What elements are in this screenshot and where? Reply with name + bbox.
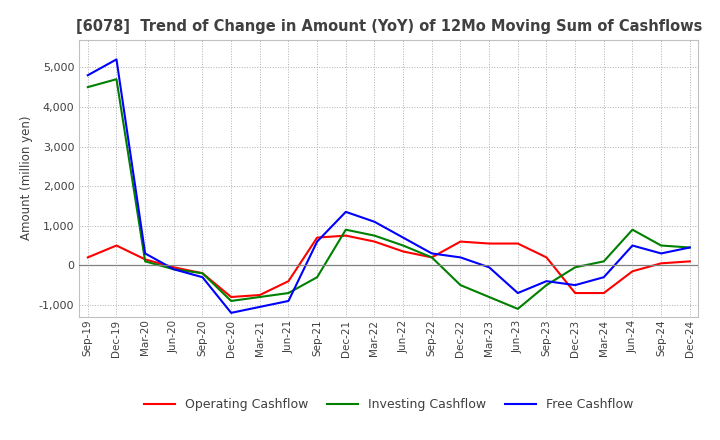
Free Cashflow [256, 304, 264, 310]
Operating Cashflow [312, 235, 321, 240]
Free Cashflow [513, 290, 522, 296]
Investing Cashflow [571, 264, 580, 270]
Free Cashflow [456, 255, 465, 260]
Free Cashflow [571, 282, 580, 288]
Free Cashflow [198, 275, 207, 280]
Investing Cashflow [600, 259, 608, 264]
Line: Investing Cashflow: Investing Cashflow [88, 79, 690, 309]
Free Cashflow [399, 235, 408, 240]
Investing Cashflow [198, 271, 207, 276]
Operating Cashflow [284, 279, 293, 284]
Investing Cashflow [685, 245, 694, 250]
Legend: Operating Cashflow, Investing Cashflow, Free Cashflow: Operating Cashflow, Investing Cashflow, … [139, 393, 639, 416]
Investing Cashflow [513, 306, 522, 312]
Free Cashflow [112, 57, 121, 62]
Operating Cashflow [198, 271, 207, 276]
Free Cashflow [657, 251, 665, 256]
Operating Cashflow [370, 239, 379, 244]
Investing Cashflow [312, 275, 321, 280]
Free Cashflow [370, 219, 379, 224]
Free Cashflow [84, 73, 92, 78]
Free Cashflow [341, 209, 350, 214]
Free Cashflow [485, 264, 493, 270]
Investing Cashflow [542, 282, 551, 288]
Investing Cashflow [84, 84, 92, 90]
Operating Cashflow [84, 255, 92, 260]
Free Cashflow [428, 251, 436, 256]
Investing Cashflow [341, 227, 350, 232]
Operating Cashflow [571, 290, 580, 296]
Investing Cashflow [284, 290, 293, 296]
Investing Cashflow [256, 294, 264, 300]
Free Cashflow [628, 243, 636, 248]
Operating Cashflow [169, 264, 178, 270]
Investing Cashflow [428, 255, 436, 260]
Title: [6078]  Trend of Change in Amount (YoY) of 12Mo Moving Sum of Cashflows: [6078] Trend of Change in Amount (YoY) o… [76, 19, 702, 34]
Free Cashflow [312, 239, 321, 244]
Operating Cashflow [685, 259, 694, 264]
Operating Cashflow [141, 257, 150, 262]
Investing Cashflow [456, 282, 465, 288]
Free Cashflow [227, 310, 235, 315]
Operating Cashflow [227, 294, 235, 300]
Operating Cashflow [513, 241, 522, 246]
Investing Cashflow [628, 227, 636, 232]
Operating Cashflow [657, 260, 665, 266]
Free Cashflow [141, 251, 150, 256]
Operating Cashflow [341, 233, 350, 238]
Investing Cashflow [169, 267, 178, 272]
Operating Cashflow [112, 243, 121, 248]
Free Cashflow [542, 279, 551, 284]
Investing Cashflow [370, 233, 379, 238]
Investing Cashflow [399, 243, 408, 248]
Investing Cashflow [485, 294, 493, 300]
Operating Cashflow [485, 241, 493, 246]
Investing Cashflow [141, 259, 150, 264]
Operating Cashflow [256, 292, 264, 297]
Free Cashflow [169, 267, 178, 272]
Operating Cashflow [628, 268, 636, 274]
Operating Cashflow [399, 249, 408, 254]
Investing Cashflow [227, 298, 235, 304]
Free Cashflow [600, 275, 608, 280]
Investing Cashflow [657, 243, 665, 248]
Operating Cashflow [542, 255, 551, 260]
Y-axis label: Amount (million yen): Amount (million yen) [20, 116, 33, 240]
Operating Cashflow [600, 290, 608, 296]
Investing Cashflow [112, 77, 121, 82]
Free Cashflow [685, 245, 694, 250]
Free Cashflow [284, 298, 293, 304]
Operating Cashflow [428, 255, 436, 260]
Line: Operating Cashflow: Operating Cashflow [88, 235, 690, 297]
Line: Free Cashflow: Free Cashflow [88, 59, 690, 313]
Operating Cashflow [456, 239, 465, 244]
